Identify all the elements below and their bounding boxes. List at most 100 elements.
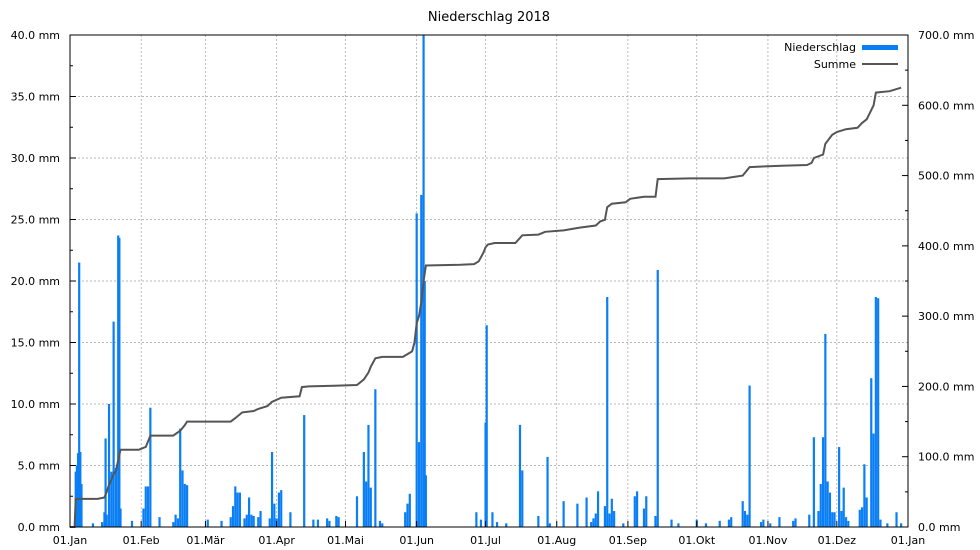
precipitation-bar [234,486,237,527]
precipitation-bar [670,519,673,527]
precipitation-bar [257,517,260,527]
precipitation-bar [576,503,579,527]
legend-label-niederschlag: Niederschlag [784,41,856,54]
precipitation-bar [537,515,540,527]
precipitation-bar [303,415,306,527]
precipitation-bar [596,491,600,527]
precipitation-bar [114,467,118,527]
precipitation-bar [603,506,607,527]
y-left-tick-label: 0.0 mm [18,521,60,534]
precipitation-bar [243,518,246,527]
precipitation-bar [130,520,134,527]
precipitation-bar [608,513,611,527]
precipitation-bar [174,514,177,527]
precipitation-bar [808,514,811,527]
precipitation-bar [819,483,822,527]
precipitation-bar [117,235,120,528]
precipitation-bar [229,517,232,527]
y-right-tick-label: 100.0 mm [918,451,974,464]
precipitation-bar [273,503,276,527]
precipitation-bar [326,518,329,527]
precipitation-bar [220,520,223,527]
precipitation-bar [176,518,180,527]
precipitation-bar [863,464,866,527]
precipitation-bar [590,522,593,527]
precipitation-bar [475,512,478,527]
precipitation-bar [378,520,382,527]
precipitation-bar [548,523,551,527]
precipitation-bar [259,511,262,527]
y-left-tick-label: 20.0 mm [11,275,60,288]
precipitation-bar [91,523,95,527]
precipitation-bar [277,492,281,527]
precipitation-bar [895,512,898,527]
y-right-tick-label: 600.0 mm [918,99,974,112]
precipitation-bar [185,485,189,527]
precipitation-bar [727,519,731,527]
precipitation-bar [491,512,494,527]
precipitation-bar [900,523,903,527]
x-tick-label: 01.Feb [123,534,160,547]
y-left-tick-label: 40.0 mm [11,29,60,42]
precipitation-bar [423,281,426,527]
y-right-tick-label: 300.0 mm [918,310,974,323]
legend-label-summe: Summe [814,58,856,71]
precipitation-bar [369,487,372,527]
precipitation-bar [367,424,370,527]
precipitation-bar [280,490,283,527]
y-right-tick-label: 0.0 mm [918,521,960,534]
precipitation-bar [355,496,359,527]
precipitation-bar [231,506,235,527]
precipitation-bar [268,518,271,527]
precipitation-bar [245,514,248,527]
precipitation-bar [206,519,209,527]
y-right-tick-label: 700.0 mm [918,29,974,42]
precipitation-bar [847,520,850,527]
precipitation-bar [252,515,255,527]
precipitation-bar [633,496,636,527]
precipitation-bar [104,438,107,527]
y-right-tick-label: 200.0 mm [918,380,974,393]
precipitation-bar [142,508,145,527]
precipitation-bars [74,35,903,528]
precipitation-bar [417,442,421,527]
precipitation-bar [613,511,616,527]
precipitation-bar [172,522,175,527]
sum-line [70,86,902,528]
precipitation-bar [840,511,843,527]
y-left-tick-label: 35.0 mm [11,91,60,104]
precipitation-bar [119,508,122,527]
precipitation-bar [704,523,708,527]
precipitation-bar [877,298,880,527]
precipitation-bar [181,470,184,527]
y-left-tick-label: 30.0 mm [11,152,60,165]
precipitation-bar [270,451,274,527]
y-left-tick-label: 10.0 mm [11,398,60,411]
x-tick-label: 01.Jan [891,534,925,547]
precipitation-bar [762,519,765,527]
precipitation-bar [562,501,565,527]
x-tick-label: 01.Nov [748,534,787,547]
precipitation-bar [743,511,747,527]
axis-ticks: 01.Jan 01.Feb 01.Mär 01.Apr 01.Mai 01.Jun 01.J… [11,29,975,547]
precipitation-bar [730,517,733,527]
precipitation-bar [858,509,861,527]
precipitation-bar [78,262,81,527]
precipitation-bar [821,437,825,527]
precipitation-bar [879,519,882,527]
precipitation-bar [158,517,161,527]
precipitation-bar [105,514,108,527]
x-tick-label: 01.Jan [53,534,87,547]
precipitation-bar [842,487,845,527]
legend: Niederschlag Summe [784,41,898,71]
y-right-tick-label: 500.0 mm [918,170,974,183]
precipitation-bar [828,492,832,527]
precipitation-bar [826,481,829,527]
precipitation-bar [769,523,772,527]
precipitation-bar [656,269,659,527]
precipitation-bar [328,520,331,527]
precipitation-bar [381,523,384,527]
y-left-tick-label: 5.0 mm [18,460,60,473]
precipitation-bar [844,517,848,527]
